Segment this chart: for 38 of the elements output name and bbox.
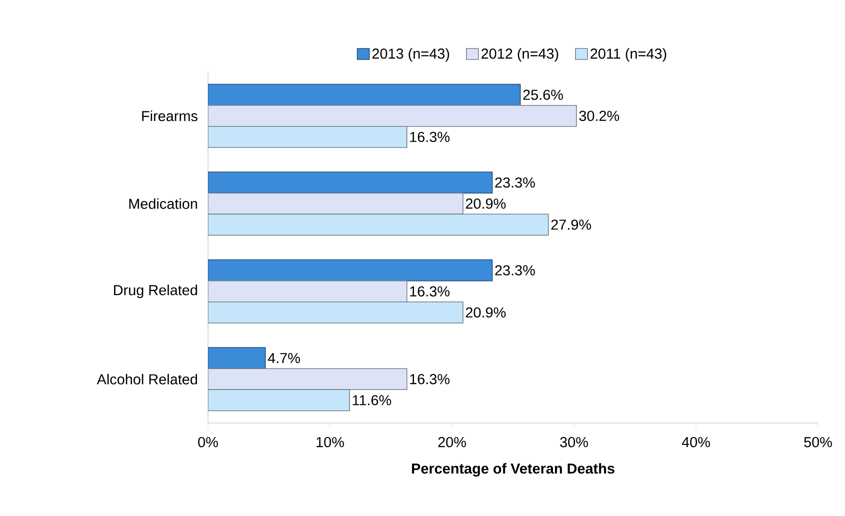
y-tick-label: Medication — [129, 198, 198, 209]
bar — [208, 214, 549, 236]
data-label: 20.9% — [466, 307, 506, 318]
data-label: 20.9% — [466, 198, 506, 209]
legend-label: 2011 (n=43) — [590, 48, 666, 62]
data-label: 23.3% — [495, 177, 535, 188]
bar — [208, 104, 577, 127]
x-tick-label: 40% — [682, 437, 710, 448]
x-tick-label: 30% — [560, 437, 588, 448]
data-label: 11.6% — [352, 395, 392, 406]
data-label: 25.6% — [523, 90, 563, 100]
x-axis-title: Percentage of Veteran Deaths — [412, 463, 614, 477]
x-tick-label: 10% — [316, 437, 344, 448]
legend-label: 2013 (n=43) — [372, 48, 450, 62]
bar — [208, 389, 350, 412]
y-tick-label: Alcohol Related — [96, 374, 198, 384]
data-label: 16.3% — [410, 374, 450, 384]
y-tick-label: Drug Related — [114, 284, 198, 298]
data-label: 16.3% — [410, 132, 450, 142]
bar — [208, 192, 464, 215]
y-tick-label: Firearms — [142, 110, 198, 122]
bar — [208, 368, 408, 390]
data-label: 4.7% — [268, 353, 300, 364]
legend-label: 2012 (n=43) — [482, 48, 558, 62]
data-label: 30.2% — [579, 110, 620, 121]
bar — [208, 280, 408, 302]
data-label: 23.3% — [495, 265, 535, 276]
bar — [208, 302, 464, 324]
bar — [208, 84, 521, 106]
x-tick-label: 20% — [438, 437, 466, 448]
bar — [208, 172, 493, 194]
data-label: 16.3% — [410, 286, 450, 296]
x-tick-label: 50% — [804, 437, 832, 448]
bar — [208, 126, 408, 148]
bar — [208, 347, 266, 369]
x-tick-label: 0% — [198, 437, 218, 448]
bar — [208, 259, 493, 282]
data-label: 27.9% — [551, 220, 592, 230]
